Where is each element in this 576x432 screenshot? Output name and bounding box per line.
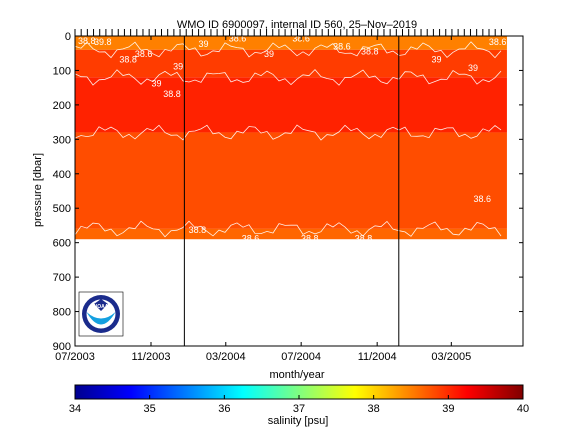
y-tick-label: 500 <box>53 203 71 215</box>
contour-label: 38.6 <box>473 194 491 204</box>
y-axis-label: pressure [dbar] <box>32 153 44 227</box>
colorbar-axis: 34 35 36 37 38 39 40 <box>69 395 529 415</box>
contour-label: 39 <box>199 39 209 49</box>
contour-label: 38.6 <box>242 234 260 244</box>
colorbar-label: salinity [psu] <box>268 415 329 427</box>
salinity-layer-surface <box>75 36 507 50</box>
contour-label: 38.6 <box>333 42 351 52</box>
colorbar-tick-label: 38 <box>368 403 380 415</box>
x-axis: 07/2003 11/2003 03/2004 07/2004 11/2004 03/20… <box>55 36 471 363</box>
x-tick-label: 11/2004 <box>358 351 397 363</box>
colorbar-tick-label: 36 <box>218 403 230 415</box>
salinity-layer-intermediate <box>75 132 507 229</box>
isohaline-contours <box>75 41 502 238</box>
contour-label: 39 <box>468 63 478 73</box>
contour-label: 39 <box>173 61 183 71</box>
salinity-layer-core <box>75 77 507 133</box>
noaa-logo: NOAA <box>78 291 124 337</box>
contour-label: 39.8 <box>94 37 112 47</box>
colorbar-tick-label: 40 <box>517 403 529 415</box>
y-tick-label: 100 <box>53 65 71 77</box>
y-tick-label: 600 <box>53 238 71 250</box>
salinity-field <box>75 36 507 240</box>
salinity-layer-upper <box>75 49 507 78</box>
x-tick-label: 11/2003 <box>132 351 171 363</box>
isohaline-contour-intermediate <box>75 220 502 238</box>
colorbar-tick-label: 39 <box>442 403 454 415</box>
y-tick-label: 900 <box>53 341 71 353</box>
y-tick-label: 400 <box>53 169 71 181</box>
contour-label: 38.8 <box>119 54 137 64</box>
contour-label: 38.8 <box>189 225 207 235</box>
contour-label: 39 <box>264 49 274 59</box>
x-tick-label: 07/2004 <box>281 351 321 363</box>
colorbar-tick-label: 34 <box>69 403 81 415</box>
contour-label: 38.6 <box>489 37 507 47</box>
contour-label: 38.8 <box>355 234 373 244</box>
x-tick-label: 03/2004 <box>206 351 246 363</box>
y-axis: 0 100 200 300 400 500 600 700 800 900 <box>53 31 523 353</box>
y-tick-label: 800 <box>53 307 71 319</box>
colorbar-tick-label: 35 <box>144 403 156 415</box>
y-tick-label: 0 <box>65 31 71 43</box>
isohaline-contour-core <box>75 124 502 141</box>
x-tick-label: 03/2005 <box>431 351 471 363</box>
colorbar-tick-label: 37 <box>293 403 305 415</box>
contour-label: 38.8 <box>361 46 379 56</box>
contour-label: 38.8 <box>78 36 96 46</box>
contour-label: 38.8 <box>163 89 181 99</box>
y-tick-label: 200 <box>53 100 71 112</box>
profile-ticks <box>74 29 502 36</box>
contour-label: 38.6 <box>135 49 153 59</box>
x-tick-label: 07/2003 <box>55 351 95 363</box>
reference-lines <box>183 36 400 346</box>
contour-label: 39 <box>152 79 162 89</box>
plot-frame <box>74 35 524 347</box>
y-tick-label: 300 <box>53 134 71 146</box>
logo-text: NOAA <box>94 304 109 310</box>
y-tick-label: 700 <box>53 272 71 284</box>
isohaline-contour-upper <box>75 69 502 86</box>
contour-label: 38.8 <box>301 234 319 244</box>
x-axis-label: month/year <box>269 369 324 381</box>
chart-title: WMO ID 6900097, internal ID 560, 25–Nov–… <box>177 19 417 31</box>
salinity-layer-deep <box>75 228 507 240</box>
isohaline-contour-surface <box>75 41 502 59</box>
contour-label: 38.6 <box>229 34 247 44</box>
contour-label: 39 <box>431 54 441 64</box>
